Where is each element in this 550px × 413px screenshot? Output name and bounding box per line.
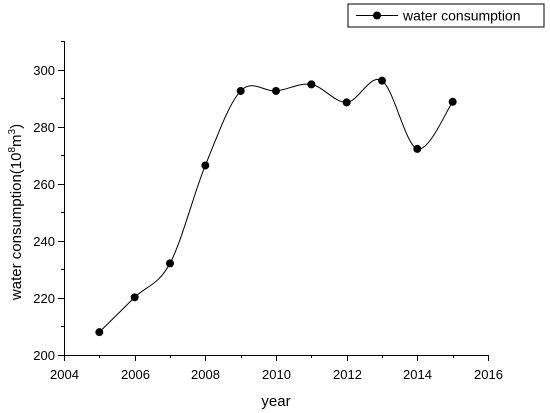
data-point (166, 259, 174, 268)
data-point (95, 328, 104, 337)
data-point (307, 80, 316, 89)
data-point (236, 86, 245, 95)
y-tick-label: 260 (33, 177, 55, 192)
y-tick-label: 240 (33, 234, 55, 249)
y-tick-label: 200 (33, 348, 55, 363)
data-point (272, 86, 280, 95)
y-tick-label: 300 (33, 63, 55, 78)
data-point (413, 144, 422, 153)
data-point (378, 76, 386, 85)
series-line (98, 78, 454, 333)
legend-label: water consumption (402, 8, 521, 24)
legend-marker (373, 11, 381, 20)
x-axis-title: year (261, 393, 290, 410)
data-point (448, 97, 457, 106)
series-layer (95, 76, 457, 337)
data-point (201, 161, 210, 170)
x-tick-label: 2010 (262, 367, 291, 382)
legend-box (347, 3, 545, 28)
data-point (130, 293, 139, 302)
x-tick-label: 2006 (121, 367, 150, 382)
y-tick-label: 220 (33, 291, 55, 306)
y-axis-ticks: 200 220 240 260 280 300 (33, 41, 64, 363)
x-tick-label: 2008 (191, 367, 220, 382)
y-axis-title: water consumption(108m3) (7, 124, 25, 301)
data-point (342, 98, 351, 107)
x-tick-label: 2014 (403, 367, 432, 382)
x-axis-ticks: 2004 2006 2008 2010 2012 2014 2016 (50, 355, 503, 382)
y-tick-label: 280 (33, 120, 55, 135)
x-tick-label: 2004 (50, 367, 79, 382)
x-tick-label: 2016 (474, 367, 503, 382)
x-tick-label: 2012 (333, 367, 362, 382)
legend: water consumption (347, 3, 545, 28)
